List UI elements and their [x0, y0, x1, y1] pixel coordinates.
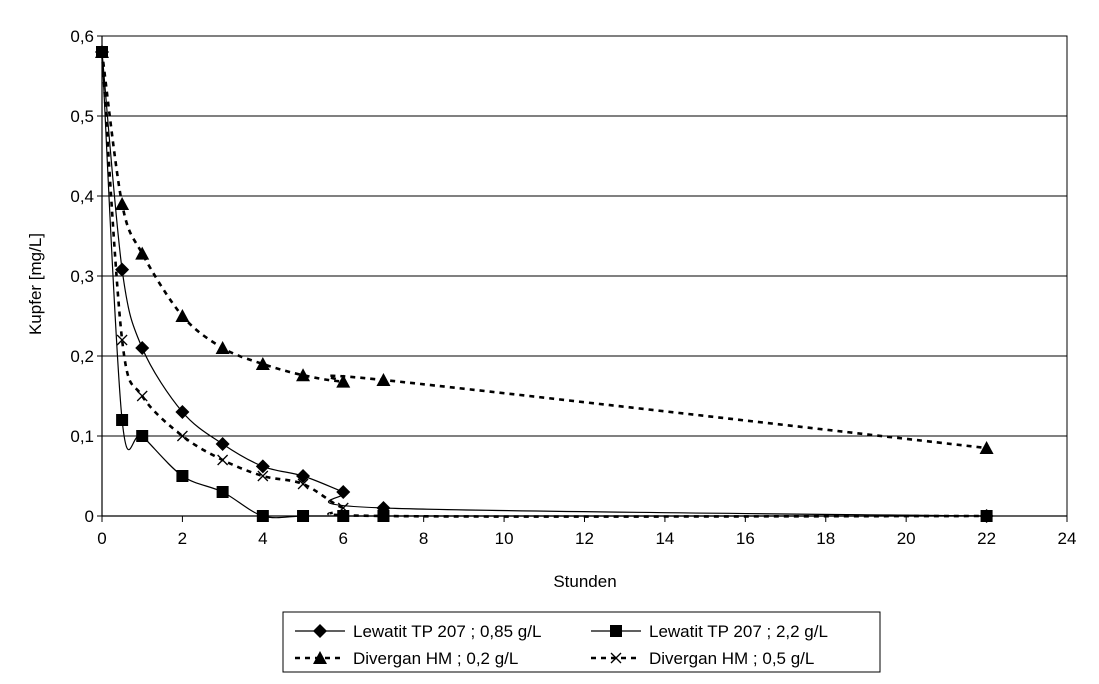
data-point-series-1 — [135, 341, 150, 355]
x-tick-label: 0 — [97, 529, 106, 548]
legend-marker — [313, 624, 327, 638]
x-marker-stroke — [377, 510, 389, 522]
data-point-series-3 — [135, 246, 150, 260]
x-marker-stroke — [136, 390, 148, 402]
data-point-series-1 — [215, 437, 230, 451]
y-tick-label: 0 — [85, 507, 94, 526]
data-point-series-4 — [176, 430, 188, 442]
data-point-series-4 — [981, 510, 993, 522]
x-tick-label: 12 — [575, 529, 594, 548]
data-point-series-1 — [336, 485, 351, 499]
data-point-series-3 — [215, 341, 230, 354]
x-tick-label: 22 — [977, 529, 996, 548]
x-marker-stroke — [610, 652, 622, 664]
x-tick-label: 2 — [178, 529, 187, 548]
data-point-series-1 — [115, 262, 130, 277]
data-point-series-2 — [116, 414, 129, 426]
legend-label: Divergan HM ; 0,2 g/L — [353, 649, 518, 668]
legend-label: Lewatit TP 207 ; 2,2 g/L — [649, 622, 828, 641]
x-marker-stroke — [297, 478, 309, 490]
data-point-series-2 — [297, 510, 310, 522]
data-point-series-1 — [296, 469, 311, 483]
legend-marker — [610, 652, 622, 664]
x-axis-title: Stunden — [553, 572, 616, 591]
data-point-series-3 — [979, 441, 994, 454]
x-marker-stroke — [337, 502, 349, 514]
data-point-series-3 — [296, 368, 311, 382]
data-point-series-2 — [337, 510, 350, 522]
legend-item: Lewatit TP 207 ; 2,2 g/L — [591, 622, 828, 641]
x-marker-stroke — [96, 46, 108, 58]
data-point-series-4 — [96, 46, 108, 58]
data-point-series-4 — [377, 510, 389, 522]
data-point-series-2 — [216, 486, 229, 498]
data-point-series-1 — [255, 459, 270, 474]
data-point-series-2 — [176, 470, 189, 482]
x-tick-label: 10 — [495, 529, 514, 548]
y-tick-label: 0,3 — [70, 267, 94, 286]
x-marker-stroke — [217, 454, 229, 466]
legend-marker — [313, 651, 327, 664]
x-tick-label: 16 — [736, 529, 755, 548]
legend-box — [282, 611, 881, 673]
data-point-series-4 — [337, 502, 349, 514]
data-point-series-3 — [175, 309, 190, 322]
x-marker-stroke — [257, 470, 269, 482]
x-tick-label: 20 — [897, 529, 916, 548]
data-point-series-1 — [175, 405, 190, 419]
series-group — [95, 45, 994, 523]
legend-marker — [610, 625, 622, 637]
x-tick-label: 6 — [339, 529, 348, 548]
legend-item: Divergan HM ; 0,2 g/L — [295, 649, 518, 668]
x-tick-label: 8 — [419, 529, 428, 548]
y-tick-label: 0,5 — [70, 107, 94, 126]
series-line-4 — [100, 51, 987, 518]
y-axis-title: Kupfer [mg/L] — [26, 233, 45, 335]
legend: Lewatit TP 207 ; 0,85 g/L Lewatit TP 207 … — [282, 611, 881, 673]
data-point-series-4 — [116, 334, 128, 346]
data-point-series-4 — [136, 390, 148, 402]
y-tick-label: 0,1 — [70, 427, 94, 446]
x-marker-stroke — [176, 430, 188, 442]
data-point-series-4 — [297, 478, 309, 490]
data-point-series-3 — [336, 374, 351, 388]
legend-label: Lewatit TP 207 ; 0,85 g/L — [353, 622, 541, 641]
data-point-series-2 — [256, 510, 269, 522]
y-tick-label: 0,2 — [70, 347, 94, 366]
data-point-series-3 — [115, 197, 130, 210]
x-tick-label: 24 — [1058, 529, 1077, 548]
data-point-series-3 — [255, 357, 270, 370]
data-point-series-2 — [136, 430, 149, 442]
legend-item: Lewatit TP 207 ; 0,85 g/L — [295, 622, 541, 641]
y-tick-label: 0,4 — [70, 187, 94, 206]
x-tick-label: 18 — [816, 529, 835, 548]
x-tick-label: 14 — [655, 529, 674, 548]
series-line-3 — [100, 51, 987, 450]
legend-item: Divergan HM ; 0,5 g/L — [591, 649, 814, 668]
x-tick-label: 4 — [258, 529, 267, 548]
y-tick-label: 0,6 — [70, 27, 94, 46]
data-point-series-4 — [257, 470, 269, 482]
x-marker-stroke — [981, 510, 993, 522]
data-point-series-3 — [376, 373, 391, 386]
x-marker-stroke — [116, 334, 128, 346]
legend-label: Divergan HM ; 0,5 g/L — [649, 649, 814, 668]
data-point-series-4 — [217, 454, 229, 466]
